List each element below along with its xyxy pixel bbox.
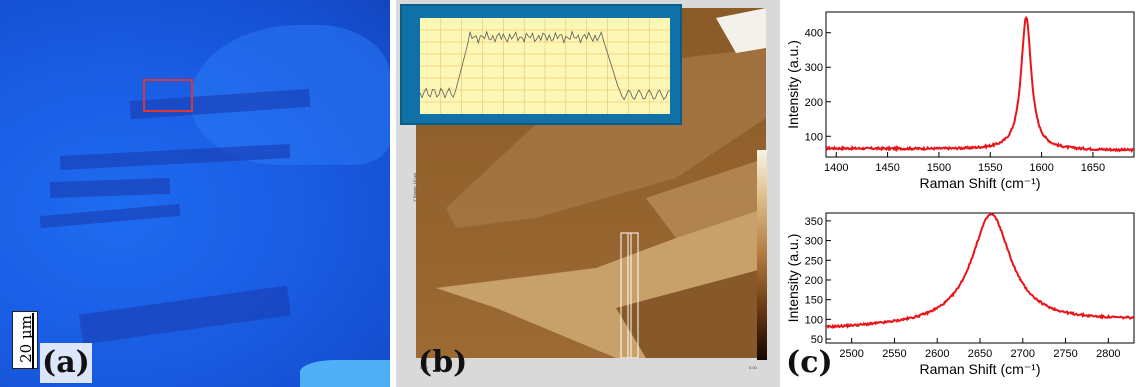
scale-bar-label: 20 µm bbox=[17, 315, 35, 363]
y-tick-label: 50 bbox=[811, 334, 823, 346]
flake-region bbox=[39, 203, 181, 229]
y-tick-label: 150 bbox=[805, 295, 823, 307]
y-tick-label: 400 bbox=[805, 28, 823, 40]
flake-region bbox=[59, 143, 291, 171]
x-tick-label: 2550 bbox=[882, 348, 906, 360]
y-tick-label: 300 bbox=[805, 236, 823, 248]
optical-image-panel: 20 µm bbox=[0, 0, 390, 387]
y-tick-label: 350 bbox=[805, 216, 823, 228]
flake-region bbox=[300, 360, 390, 387]
x-tick-label: 2600 bbox=[925, 348, 949, 360]
x-axis-end-label: 5.00 bbox=[749, 365, 757, 370]
y-tick-label: 100 bbox=[805, 314, 823, 326]
x-axis-label: Raman Shift (cm⁻¹) bbox=[920, 175, 1041, 191]
x-axis-label: Raman Shift (cm⁻¹) bbox=[920, 361, 1041, 377]
x-tick-label: 1450 bbox=[875, 162, 899, 174]
y-tick-label: 100 bbox=[805, 131, 823, 143]
x-tick-label: 2800 bbox=[1096, 348, 1120, 360]
x-tick-label: 1550 bbox=[978, 162, 1002, 174]
y-axis-label: Intensity (a.u.) bbox=[785, 234, 801, 323]
y-axis-label: Intensity (a.u.) bbox=[785, 40, 801, 129]
raman-spectra-panel: 1400 1450 1500 1550 1600 1650 100 200 300 400 Rama… bbox=[785, 11, 1135, 377]
2d-band-chart: 2500 2550 2600 2650 2700 2750 2800 50 100 150 200 2… bbox=[785, 212, 1135, 377]
y-tick-label: 200 bbox=[805, 97, 823, 109]
x-tick-label: 1500 bbox=[927, 162, 951, 174]
y-tick-label: 300 bbox=[805, 62, 823, 74]
flake-region bbox=[49, 177, 171, 199]
x-tick-label: 2650 bbox=[968, 348, 992, 360]
y-tick-label: 250 bbox=[805, 255, 823, 267]
x-tick-label: 2700 bbox=[1011, 348, 1035, 360]
height-profile-plot bbox=[420, 18, 670, 114]
colorbar bbox=[757, 150, 767, 360]
x-tick-label: 1400 bbox=[824, 162, 848, 174]
highlight-rectangle bbox=[143, 79, 193, 112]
spectrum-line bbox=[825, 15, 1135, 154]
x-tick-label: 1650 bbox=[1081, 162, 1105, 174]
y-tick-label: 200 bbox=[805, 275, 823, 287]
panel-label-c: (c) bbox=[786, 345, 833, 380]
scale-bar-line bbox=[32, 313, 34, 369]
spectrum-line bbox=[825, 212, 1135, 330]
x-axis-start-label: 0.00 bbox=[420, 365, 428, 370]
height-profile-inset bbox=[400, 4, 682, 125]
panel-label-b: (b) bbox=[418, 345, 468, 380]
x-tick-label: 1600 bbox=[1029, 162, 1053, 174]
plot-frame bbox=[825, 11, 1135, 158]
panel-label-a: (a) bbox=[40, 343, 92, 383]
flake-region bbox=[78, 285, 292, 345]
afm-image-panel: 0.00 5.00 Y Range: 10 µm bbox=[396, 0, 780, 387]
x-tick-label: 2500 bbox=[839, 348, 863, 360]
y-range-label: Y Range: 10 µm bbox=[411, 173, 417, 202]
g-band-chart: 1400 1450 1500 1550 1600 1650 100 200 300 400 Rama… bbox=[785, 11, 1135, 191]
x-tick-label: 2750 bbox=[1053, 348, 1077, 360]
